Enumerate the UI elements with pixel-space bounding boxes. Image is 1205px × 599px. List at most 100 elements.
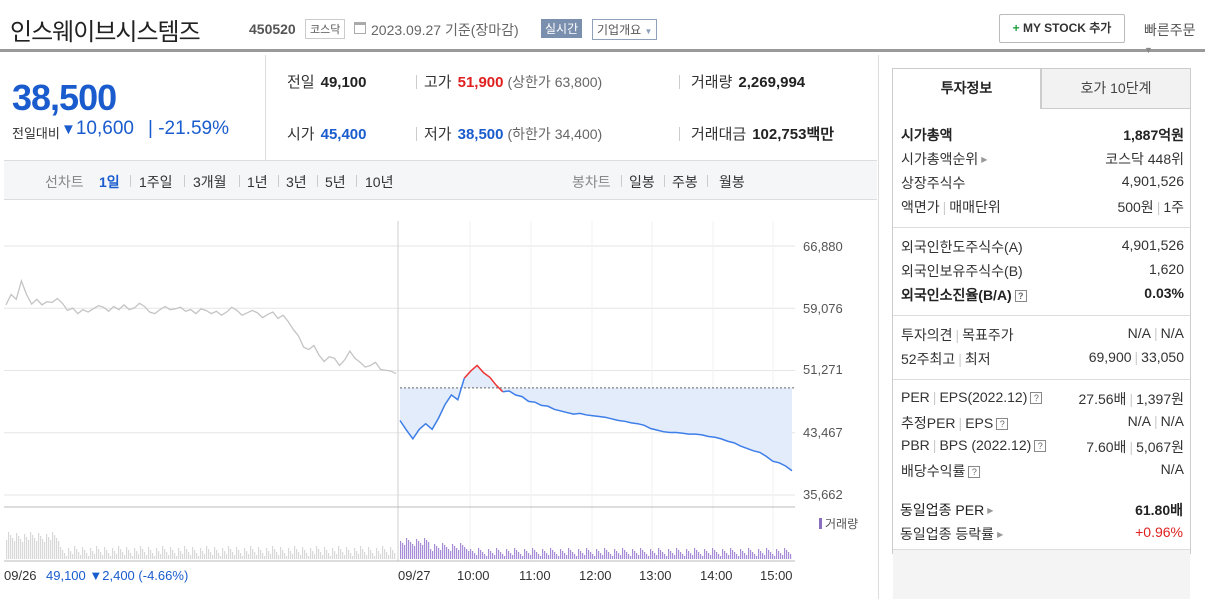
- volume-bar: [324, 547, 326, 559]
- volume-legend-label: 거래량: [825, 517, 859, 531]
- chart-period-bar: 선차트 1일 1주일 3개월 1년 3년 5년 10년 봉차트 일봉 주봉 월봉: [4, 160, 877, 200]
- tab-investment-info[interactable]: 투자정보: [892, 68, 1041, 109]
- period-tab-1d[interactable]: 1일: [99, 174, 120, 190]
- volume-bar: [58, 541, 60, 559]
- volume-bar: [158, 551, 160, 559]
- y-tick: 35,662: [803, 487, 843, 502]
- volume-bar: [280, 547, 282, 559]
- volume-bar: [776, 549, 778, 559]
- volume-bar: [258, 547, 260, 559]
- volume-bar: [536, 552, 538, 559]
- period-tab-1w[interactable]: 1주일: [139, 174, 173, 190]
- volume-bar: [400, 541, 402, 559]
- chevron-right-icon: ▶: [981, 155, 988, 164]
- volume-bar: [366, 555, 368, 559]
- info-key: BPS (2022.12): [939, 437, 1032, 453]
- candle-tab-monthly[interactable]: 월봉: [719, 174, 745, 190]
- sector-section: [893, 549, 1190, 599]
- volume-bar: [418, 541, 420, 559]
- company-info-dropdown[interactable]: 기업개요 ▼: [592, 19, 658, 40]
- volume-bar: [90, 548, 92, 559]
- volume-bar: [306, 553, 308, 559]
- volume-bar: [604, 548, 606, 559]
- volume-bar: [112, 548, 114, 559]
- y-tick: 43,467: [803, 425, 843, 440]
- volume-bar: [182, 554, 184, 559]
- volume-bar: [464, 547, 466, 559]
- volume-bar: [202, 551, 204, 559]
- volume-bar: [506, 549, 508, 559]
- help-icon[interactable]: ?: [1014, 290, 1027, 302]
- period-tab-3y[interactable]: 3년: [286, 174, 307, 190]
- volume-bar: [152, 553, 154, 559]
- calendar-icon: [354, 22, 366, 34]
- volume-bar: [256, 555, 258, 559]
- stock-name: 인스웨이브시스템즈: [10, 19, 201, 46]
- mystock-add-button[interactable]: + MY STOCK 추가: [999, 14, 1125, 43]
- volume-bar: [130, 553, 132, 559]
- down-triangle-icon: ▼: [61, 121, 76, 138]
- volume-bar: [406, 538, 408, 559]
- volume-bar: [458, 550, 460, 559]
- period-tab-10y[interactable]: 10년: [365, 174, 394, 190]
- info-value: 코스닥 448위: [1105, 151, 1184, 167]
- realtime-button[interactable]: 실시간: [541, 19, 583, 38]
- quick-order-label: 빠른주문: [1144, 22, 1196, 38]
- volume-bar: [44, 542, 46, 559]
- volume-bar: [308, 556, 310, 559]
- volume-bar: [534, 550, 536, 559]
- volume-bar: [454, 546, 456, 559]
- volume-bar: [286, 556, 288, 559]
- volume-bar: [100, 552, 102, 559]
- volume-bar: [742, 551, 744, 559]
- volume-bar: [196, 553, 198, 559]
- info-key: 추정PER: [901, 415, 956, 431]
- volume-bar: [78, 552, 80, 559]
- quick-order-link[interactable]: 빠른주문 ▼: [1144, 20, 1205, 56]
- volume-bar: [618, 553, 620, 559]
- price-chart[interactable]: 66,880 59,076 51,271 43,467 35,662 거래량 0…: [0, 201, 878, 599]
- volume-bar: [748, 548, 750, 559]
- volume-bar: [354, 548, 356, 559]
- volume-bar: [644, 552, 646, 559]
- candle-tab-daily[interactable]: 일봉: [629, 174, 655, 190]
- period-tab-3m[interactable]: 3개월: [193, 174, 227, 190]
- volume-bar: [772, 554, 774, 559]
- volume-bar: [326, 550, 328, 559]
- volume-bar: [312, 551, 314, 559]
- volume-bar: [496, 548, 498, 559]
- volume-bar: [696, 550, 698, 559]
- stat-label: 전일: [287, 74, 315, 91]
- volume-bar: [278, 555, 280, 559]
- candle-tab-weekly[interactable]: 주봉: [672, 174, 698, 190]
- tab-orderbook[interactable]: 호가 10단계: [1041, 68, 1191, 109]
- info-key: 외국인한도주식수(A): [901, 239, 1023, 255]
- volume-bar: [756, 556, 758, 559]
- help-icon[interactable]: ?: [996, 418, 1009, 430]
- volume-bar: [384, 549, 386, 559]
- help-icon[interactable]: ?: [1034, 440, 1047, 452]
- volume-bar: [564, 553, 566, 559]
- volume-bar: [164, 549, 166, 559]
- volume-bar: [612, 556, 614, 559]
- period-tab-1y[interactable]: 1년: [247, 174, 268, 190]
- volume-bar: [610, 554, 612, 559]
- volume-bar: [588, 550, 590, 559]
- volume-bar: [338, 546, 340, 559]
- help-icon[interactable]: ?: [1030, 392, 1043, 404]
- volume-bar: [304, 550, 306, 559]
- volume-bar: [298, 552, 300, 559]
- volume-bar: [302, 547, 304, 559]
- volume-bar: [68, 548, 70, 559]
- volume-bar: [132, 556, 134, 559]
- help-icon[interactable]: ?: [968, 466, 981, 478]
- volume-bar: [200, 548, 202, 559]
- volume-bar: [554, 552, 556, 559]
- volume-bar: [220, 556, 222, 559]
- divider: [239, 175, 240, 187]
- info-value: 33,050: [1141, 349, 1184, 365]
- volume-bar: [118, 546, 120, 559]
- period-tab-5y[interactable]: 5년: [325, 174, 346, 190]
- volume-bar: [248, 554, 250, 559]
- divider: [356, 175, 357, 187]
